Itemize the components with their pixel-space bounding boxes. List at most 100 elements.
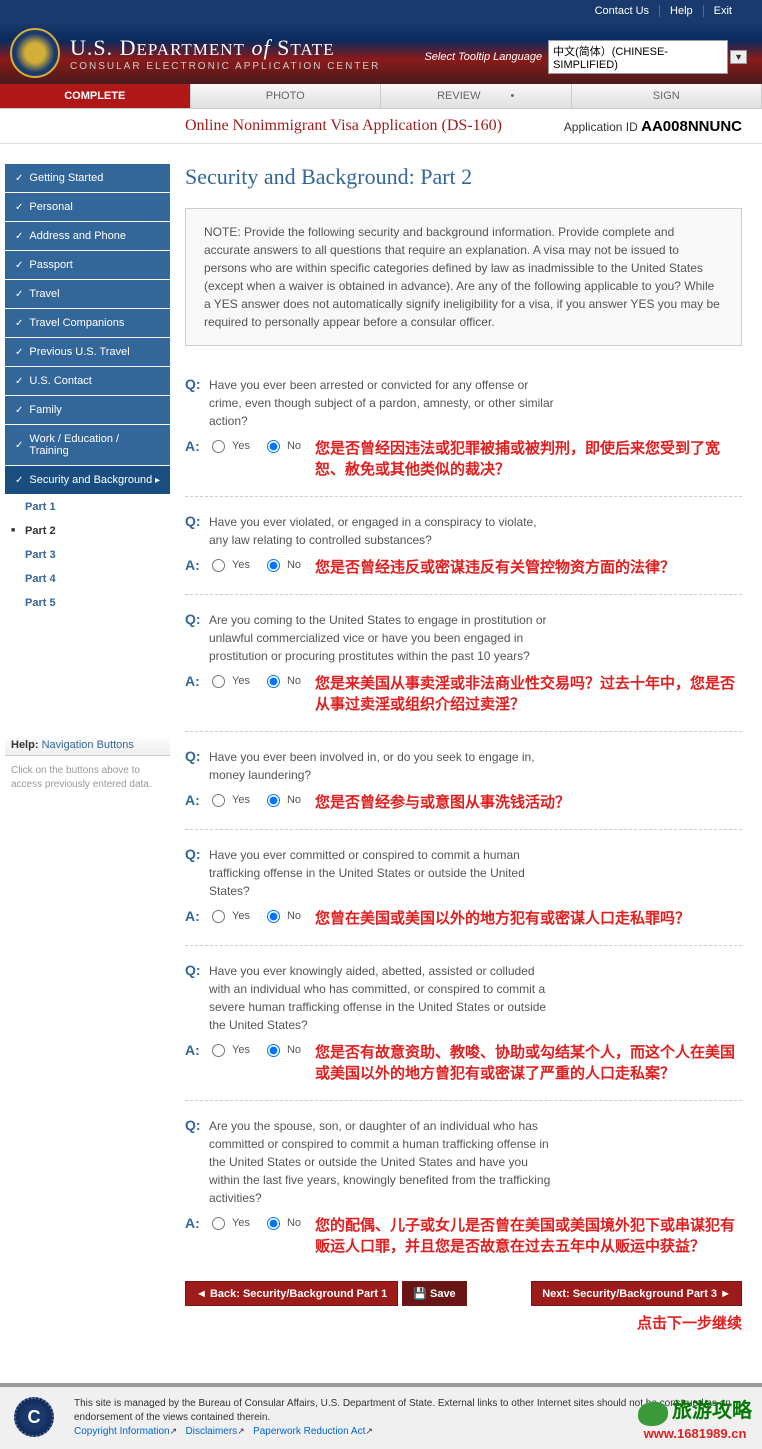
nav-travel[interactable]: ✓Travel [5,280,170,308]
question-text-6: Are you the spouse, son, or daughter of … [209,1117,559,1207]
help-link[interactable]: Help [660,5,704,17]
question-text-2: Are you coming to the United States to e… [209,611,559,665]
copyright-link[interactable]: Copyright Information [74,1426,170,1437]
radio-no-4[interactable] [267,910,280,923]
nav-sub-part2[interactable]: Part 2 [5,519,170,543]
state-dept-seal [10,28,60,78]
nav-personal[interactable]: ✓Personal [5,193,170,221]
no-label: No [287,794,301,806]
tab-review[interactable]: REVIEW• [381,84,572,108]
a-label: A: [185,1042,209,1058]
radio-yes-0[interactable] [212,440,225,453]
nav-sub-part1[interactable]: Part 1 [5,495,170,519]
lang-label: Select Tooltip Language [424,51,542,63]
save-button[interactable]: 💾 Save [402,1281,466,1306]
nav-passport[interactable]: ✓Passport [5,251,170,279]
nav-security-background[interactable]: ✓Security and Background▸ [5,466,170,494]
question-text-5: Have you ever knowingly aided, abetted, … [209,962,559,1034]
top-bar: Contact Us Help Exit [0,0,762,22]
paperwork-link[interactable]: Paperwork Reduction Act [253,1426,365,1437]
app-id: AA008NNUNC [641,118,742,135]
nav-getting-started[interactable]: ✓Getting Started [5,164,170,192]
radio-yes-6[interactable] [212,1217,225,1230]
question-text-3: Have you ever been involved in, or do yo… [209,748,559,784]
a-label: A: [185,792,209,808]
q-label: Q: [185,376,209,430]
a-label: A: [185,908,209,924]
radio-no-0[interactable] [267,440,280,453]
back-button[interactable]: ◄ Back: Security/Background Part 1 [185,1281,398,1306]
help-text: Click on the buttons above to access pre… [5,756,170,800]
help-box: Help: Navigation Buttons Click on the bu… [5,735,170,800]
app-id-label: Application ID [564,120,641,134]
radio-yes-1[interactable] [212,559,225,572]
next-button[interactable]: Next: Security/Background Part 3 ► [531,1281,742,1306]
radio-no-2[interactable] [267,675,280,688]
exit-link[interactable]: Exit [704,5,742,17]
sidebar: ✓Getting Started ✓Personal ✓Address and … [0,144,175,1353]
no-label: No [287,1044,301,1056]
footer-seal: C [14,1397,54,1437]
radio-yes-5[interactable] [212,1044,225,1057]
header-title: U.S. DEPARTMENT of STATE [70,35,380,61]
q-label: Q: [185,611,209,665]
no-label: No [287,1217,301,1229]
q-label: Q: [185,1117,209,1207]
tab-sign[interactable]: SIGN [572,84,762,108]
nav-travel-companions[interactable]: ✓Travel Companions [5,309,170,337]
nav-family[interactable]: ✓Family [5,396,170,424]
watermark-logo: 旅游攻略 www.1681989.cn [638,1394,752,1441]
chevron-down-icon[interactable]: ▼ [730,50,747,64]
footer-text: This site is managed by the Bureau of Co… [74,1398,731,1423]
tab-photo[interactable]: PHOTO [191,84,382,108]
radio-yes-4[interactable] [212,910,225,923]
no-label: No [287,675,301,687]
nav-sub-part3[interactable]: Part 3 [5,543,170,567]
nav-previous-travel[interactable]: ✓Previous U.S. Travel [5,338,170,366]
page-heading: Security and Background: Part 2 [185,164,742,190]
q-label: Q: [185,513,209,549]
nav-sub-part4[interactable]: Part 4 [5,567,170,591]
disclaimers-link[interactable]: Disclaimers [186,1426,238,1437]
yes-label: Yes [232,1044,250,1056]
question-text-0: Have you ever been arrested or convicted… [209,376,559,430]
language-dropdown[interactable]: 中文(简体）(CHINESE-SIMPLIFIED) [548,40,728,74]
radio-yes-3[interactable] [212,794,225,807]
radio-no-5[interactable] [267,1044,280,1057]
translation-3: 您是否曾经参与或意图从事洗钱活动？ [315,792,742,813]
translation-4: 您曾在美国或美国以外的地方犯有或密谋人口走私罪吗？ [315,908,742,929]
radio-yes-2[interactable] [212,675,225,688]
translation-5: 您是否有故意资助、教唆、协助或勾结某个人，而这个人在美国或美国以外的地方曾犯有或… [315,1042,742,1084]
no-label: No [287,440,301,452]
a-label: A: [185,673,209,689]
question-text-4: Have you ever committed or conspired to … [209,846,559,900]
nav-us-contact[interactable]: ✓U.S. Contact [5,367,170,395]
nav-sub-part5[interactable]: Part 5 [5,591,170,615]
yes-label: Yes [232,1217,250,1229]
note-box: NOTE: Provide the following security and… [185,208,742,346]
radio-no-6[interactable] [267,1217,280,1230]
yes-label: Yes [232,440,250,452]
q-label: Q: [185,846,209,900]
q-label: Q: [185,962,209,1034]
yes-label: Yes [232,910,250,922]
translation-1: 您是否曾经违反或密谋违反有关管控物资方面的法律？ [315,557,742,578]
no-label: No [287,910,301,922]
q-label: Q: [185,748,209,784]
progress-tabs: COMPLETE PHOTO REVIEW• SIGN [0,84,762,109]
yes-label: Yes [232,675,250,687]
nav-address-phone[interactable]: ✓Address and Phone [5,222,170,250]
footer: C This site is managed by the Bureau of … [0,1383,762,1449]
yes-label: Yes [232,559,250,571]
contact-link[interactable]: Contact Us [585,5,660,17]
radio-no-3[interactable] [267,794,280,807]
yes-label: Yes [232,794,250,806]
continue-note: 点击下一步继续 [185,1312,742,1333]
a-label: A: [185,438,209,454]
translation-0: 您是否曾经因违法或犯罪被捕或被判刑，即使后来您受到了宽恕、赦免或其他类似的裁决？ [315,438,742,480]
radio-no-1[interactable] [267,559,280,572]
header-subtitle: CONSULAR ELECTRONIC APPLICATION CENTER [70,61,380,72]
tab-complete[interactable]: COMPLETE [0,84,191,108]
nav-work-education[interactable]: ✓Work / Education / Training [5,425,170,465]
translation-2: 您是来美国从事卖淫或非法商业性交易吗？过去十年中，您是否从事过卖淫或组织介绍过卖… [315,673,742,715]
